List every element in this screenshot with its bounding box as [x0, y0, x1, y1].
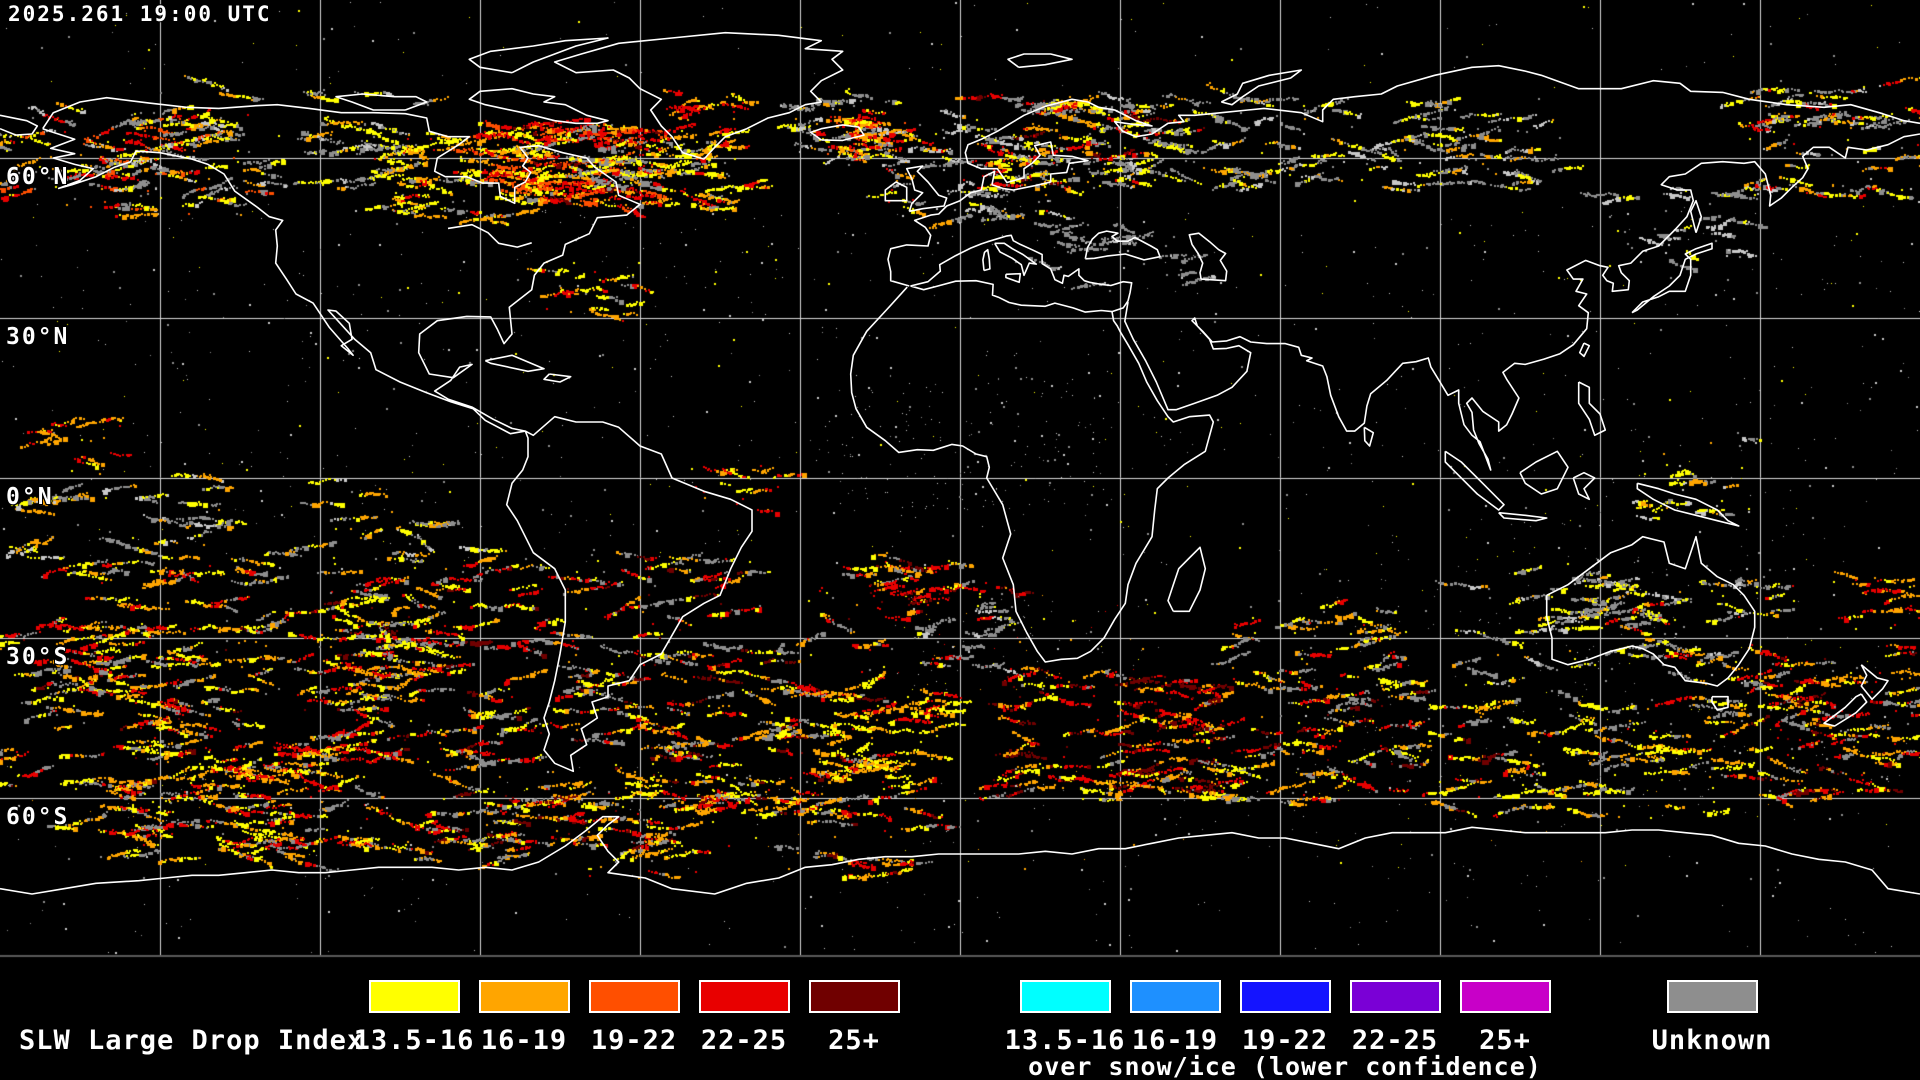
legend-label-snow-ice-25+: 25+ — [1479, 1025, 1531, 1056]
legend-title: SLW Large Drop Index — [19, 1025, 365, 1056]
legend-swatch-snow-ice-22-25 — [1350, 980, 1441, 1013]
legend-swatch-unknown-Unknown — [1667, 980, 1758, 1013]
legend-label-unknown-Unknown: Unknown — [1651, 1025, 1773, 1056]
legend-label-warm-25+: 25+ — [828, 1025, 880, 1056]
legend-label-warm-13.5-16: 13.5-16 — [353, 1025, 475, 1056]
legend-swatch-snow-ice-13.5-16 — [1020, 980, 1111, 1013]
timestamp: 2025.261 19:00 UTC — [8, 2, 272, 26]
legend-swatch-snow-ice-25+ — [1460, 980, 1551, 1013]
legend-label-warm-22-25: 22-25 — [700, 1025, 788, 1056]
legend-label-snow-ice-16-19: 16-19 — [1131, 1025, 1219, 1056]
legend-swatch-warm-16-19 — [479, 980, 570, 1013]
legend-swatch-snow-ice-19-22 — [1240, 980, 1331, 1013]
latitude-label: 30°S — [6, 644, 70, 670]
legend-swatch-warm-13.5-16 — [369, 980, 460, 1013]
map-canvas — [0, 0, 1920, 958]
legend-label-warm-16-19: 16-19 — [480, 1025, 568, 1056]
legend-snow-ice-note: over snow/ice (lower confidence) — [1028, 1052, 1542, 1080]
latitude-label: 60°N — [6, 164, 70, 190]
legend-swatch-warm-25+ — [809, 980, 900, 1013]
legend-swatch-warm-22-25 — [699, 980, 790, 1013]
latitude-label: 0°N — [6, 484, 54, 510]
latitude-label: 30°N — [6, 324, 70, 350]
legend-label-warm-19-22: 19-22 — [590, 1025, 678, 1056]
legend-label-snow-ice-19-22: 19-22 — [1241, 1025, 1329, 1056]
latitude-label: 60°S — [6, 804, 70, 830]
legend-swatch-snow-ice-16-19 — [1130, 980, 1221, 1013]
legend-label-snow-ice-13.5-16: 13.5-16 — [1004, 1025, 1126, 1056]
legend-swatch-warm-19-22 — [589, 980, 680, 1013]
legend-label-snow-ice-22-25: 22-25 — [1351, 1025, 1439, 1056]
